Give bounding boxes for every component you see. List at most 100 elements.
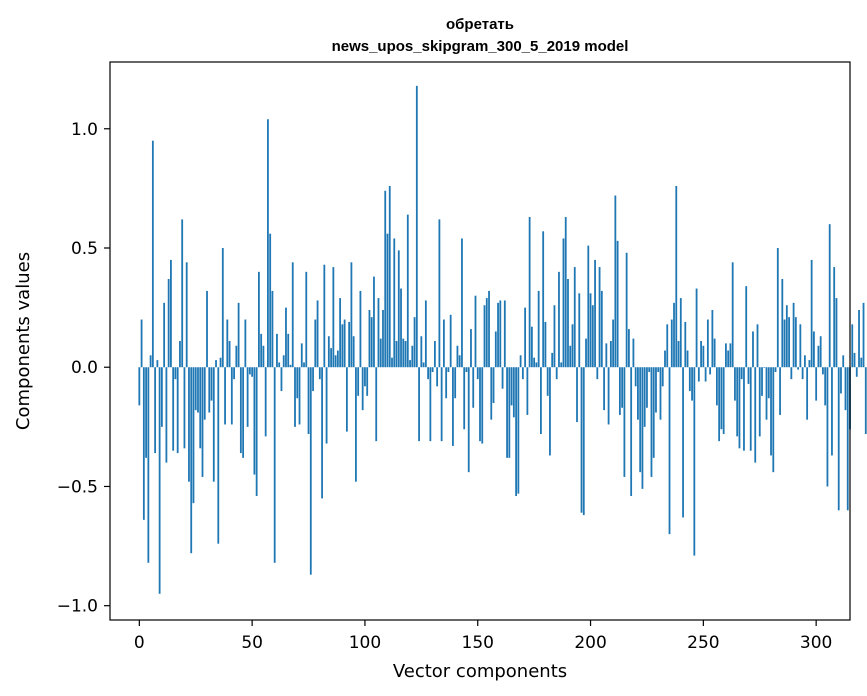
bar-250 [702,345,705,368]
bar-11 [163,302,166,368]
bar-216 [625,252,628,368]
bar-150 [476,367,479,380]
bar-298 [810,259,813,368]
bar-18 [179,341,181,368]
bar-131 [433,341,436,368]
bar-282 [774,367,777,372]
bar-254 [711,310,714,368]
bar-209 [609,341,612,368]
bar-127 [424,300,427,368]
bar-86 [332,267,335,368]
bar-76 [309,367,312,575]
bar-143 [461,238,463,368]
bar-203 [596,367,599,380]
bar-276 [761,367,763,396]
bar-162 [503,300,506,368]
bar-8 [156,360,159,368]
bar-36 [219,357,222,368]
bar-64 [282,355,285,368]
bar-35 [217,367,220,544]
bar-95 [352,336,355,368]
bar-280 [770,367,772,456]
bar-138 [449,314,452,368]
bar-202 [594,259,596,368]
bar-141 [456,345,459,368]
bar-40 [228,341,231,368]
bar-51 [253,367,256,475]
bar-93 [348,321,351,368]
bar-312 [842,355,845,368]
bar-230 [657,367,660,372]
bar-137 [447,367,450,372]
bar-194 [576,367,578,423]
bar-25 [194,367,197,411]
bar-116 [400,288,402,368]
bar-167 [515,367,517,496]
bar-126 [422,362,425,368]
bar-92 [345,367,348,432]
y-axis-label: Components values [13,252,34,430]
bar-149 [474,295,477,368]
bar-271 [749,367,752,451]
bar-303 [822,367,824,375]
bar-94 [350,262,353,368]
bar-84 [327,336,330,368]
bar-136 [445,367,448,399]
bar-43 [235,345,238,368]
bar-182 [549,367,551,456]
bar-310 [837,367,840,511]
bar-161 [501,367,504,389]
bar-207 [605,343,608,368]
bar-166 [512,367,515,418]
bar-314 [846,367,849,511]
y-tick-label: −1.0 [57,597,98,617]
bar-26 [197,367,199,413]
bar-113 [393,238,396,368]
bar-1 [140,319,143,368]
bar-293 [799,324,802,368]
bar-56 [264,367,267,437]
bar-103 [370,317,373,368]
bar-300 [815,367,818,401]
bar-50 [251,367,254,377]
bar-62 [278,362,281,368]
bar-317 [853,352,856,368]
bar-14 [170,259,172,368]
bar-109 [384,190,387,368]
bar-78 [314,319,317,368]
bar-180 [544,321,547,368]
bar-140 [454,367,457,399]
bar-237 [673,302,675,368]
bar-226 [648,367,651,372]
bar-77 [312,367,314,392]
bar-287 [785,305,788,368]
bar-171 [524,307,527,368]
bar-246 [693,367,696,556]
bar-13 [167,279,170,368]
bar-245 [691,367,693,401]
bar-74 [305,271,308,368]
bar-266 [738,367,741,449]
bar-158 [494,331,497,368]
bar-281 [772,367,775,473]
bar-309 [835,298,838,368]
x-tick-label: 0 [134,633,145,653]
bar-321 [862,302,865,368]
bar-259 [722,367,725,434]
x-axis-label: Vector components [393,661,567,682]
bar-229 [655,367,657,413]
bar-123 [415,85,418,368]
bar-112 [391,357,393,368]
bar-32 [210,367,213,401]
bar-73 [303,362,305,368]
bar-257 [718,367,721,442]
bar-7 [154,367,157,454]
bar-184 [553,305,556,368]
bar-220 [634,367,637,387]
bar-130 [431,367,434,372]
bar-70 [296,367,299,399]
bar-155 [488,290,490,368]
bar-286 [783,319,786,368]
bar-99 [361,367,364,411]
